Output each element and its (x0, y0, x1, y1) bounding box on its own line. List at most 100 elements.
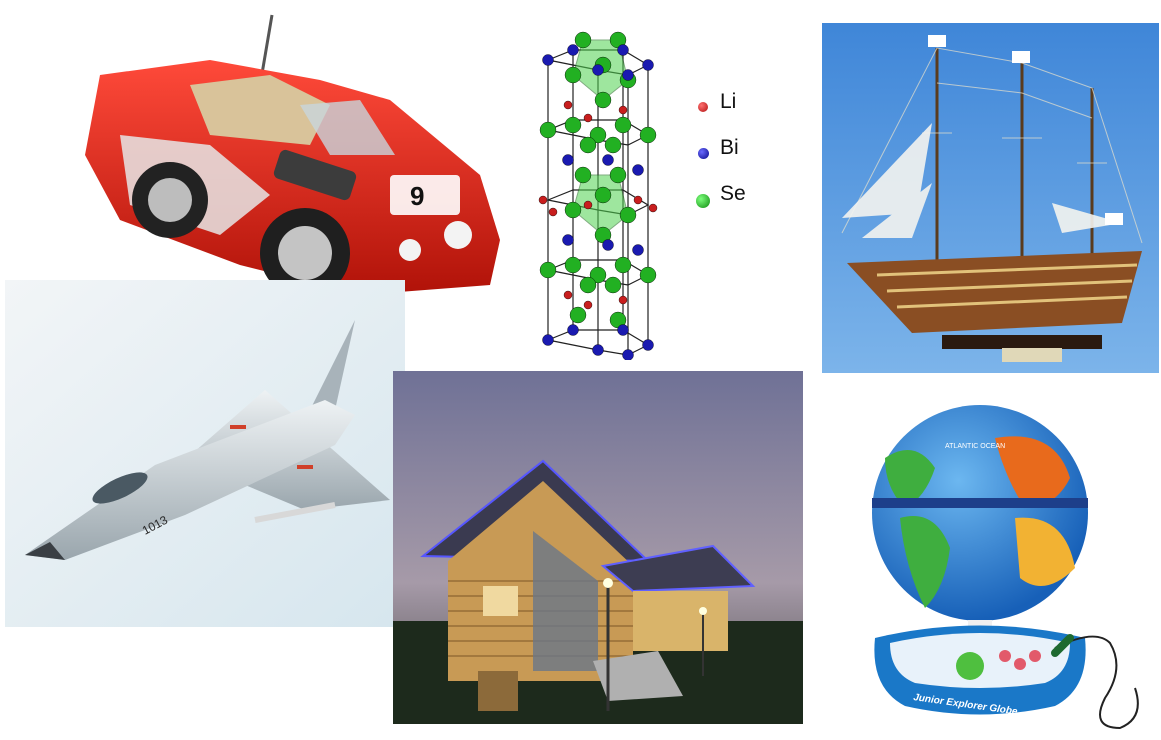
log-house-image (393, 371, 803, 724)
se-atom (619, 206, 637, 224)
se-atom (589, 126, 607, 144)
toy-globe-image: ATLANTIC OCEAN Junior Explorer Globe (855, 398, 1150, 736)
toy-car-drawing: 9 (85, 14, 500, 298)
bi-atom (622, 69, 634, 81)
number-plate (390, 175, 460, 215)
se-atom (579, 276, 597, 294)
missile (254, 502, 336, 523)
name-plaque (1002, 348, 1062, 362)
tail-fin (305, 320, 355, 420)
toy-globe-drawing: ATLANTIC OCEAN Junior Explorer Globe (872, 405, 1139, 730)
bi-legend-label: Bi (720, 136, 739, 159)
li-atom (633, 195, 643, 205)
se-atom (574, 166, 592, 184)
stylus-pen[interactable] (1051, 634, 1074, 657)
bi-atom (602, 154, 614, 166)
se-atom (594, 91, 612, 109)
li-atom (563, 100, 573, 110)
continent-africa-south (1015, 517, 1075, 586)
car-seats (190, 75, 330, 145)
steps (593, 651, 683, 701)
globe-sphere (872, 405, 1088, 621)
li-atom (538, 195, 548, 205)
car-number: 9 (410, 181, 424, 211)
globe-equator-band (872, 498, 1088, 508)
se-atom (594, 186, 612, 204)
lamp (603, 578, 613, 588)
atom-layer (538, 31, 658, 360)
se-atom (639, 126, 657, 144)
bi-atom (542, 334, 554, 346)
base-button-2[interactable] (1014, 658, 1026, 670)
fighter-jet-drawing: 1013 (5, 280, 405, 627)
ocean-label: ATLANTIC OCEAN (945, 443, 1005, 450)
continent-south-america (900, 516, 950, 608)
li-legend-dot (698, 102, 708, 112)
windshield (300, 100, 395, 155)
se-atom (574, 31, 592, 49)
headlight (444, 221, 472, 249)
bi-atom (562, 154, 574, 166)
li-atom (618, 295, 628, 305)
se-octahedra (572, 39, 629, 236)
bi-atom (542, 54, 554, 66)
se-legend-label: Se (720, 182, 746, 205)
continent-north-america (885, 450, 935, 508)
base-button-1[interactable] (999, 650, 1011, 662)
se-atom (564, 66, 582, 84)
glass-wall (533, 531, 598, 671)
bi-atom (632, 244, 644, 256)
se-atom (604, 136, 622, 154)
li-atom (583, 300, 593, 310)
se-atom (579, 136, 597, 154)
bi-atom (617, 324, 629, 336)
se-atom (604, 276, 622, 294)
bi-atom (562, 234, 574, 246)
se-atom (614, 256, 632, 274)
bi-atom (567, 324, 579, 336)
fighter-jet-image: 1013 (5, 280, 405, 627)
fuselage (25, 400, 355, 560)
bi-atom (642, 339, 654, 351)
li-legend-label: Li (720, 90, 737, 113)
bi-atom (642, 59, 654, 71)
sails (842, 123, 1122, 238)
bi-atom (602, 239, 614, 251)
log-house-drawing (393, 371, 803, 724)
bi-atom (592, 64, 604, 76)
li-atom (583, 200, 593, 210)
se-atom (564, 201, 582, 219)
masts (935, 48, 1094, 263)
li-atom (618, 105, 628, 115)
se-atom (564, 256, 582, 274)
se-atom (614, 116, 632, 134)
bi-atom (632, 164, 644, 176)
veranda (633, 591, 728, 651)
porch (478, 671, 518, 711)
bi-atom (622, 349, 634, 360)
base-button-3[interactable] (1029, 650, 1041, 662)
gun-decks (876, 263, 1138, 309)
model-ship-image (822, 23, 1159, 373)
se-atom (539, 261, 557, 279)
se-legend-dot (696, 194, 710, 208)
se-atom (564, 116, 582, 134)
se-atom (639, 266, 657, 284)
bi-atom (592, 344, 604, 356)
continent-africa (995, 436, 1070, 508)
stylus-cord (1054, 635, 1139, 730)
li-atom (648, 203, 658, 213)
bi-atom (567, 44, 579, 56)
roundel (230, 425, 246, 429)
se-atom (539, 121, 557, 139)
se-atom (609, 166, 627, 184)
porch-roof (600, 544, 756, 593)
nose-cone (25, 542, 65, 560)
base-button-main[interactable] (956, 652, 984, 680)
li-atom (563, 290, 573, 300)
se-atom (589, 266, 607, 284)
model-ship-drawing (822, 23, 1159, 373)
stand (942, 335, 1102, 349)
window (483, 586, 518, 616)
cockpit (92, 472, 148, 504)
